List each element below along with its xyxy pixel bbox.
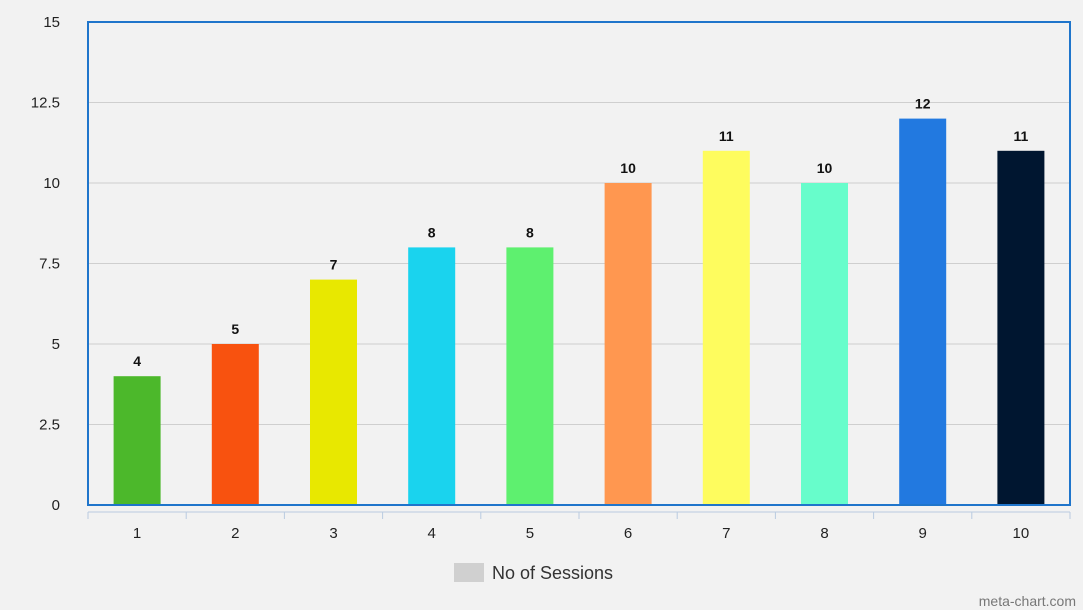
bar-9[interactable] [899,118,947,505]
legend[interactable]: No of Sessions [454,563,613,583]
data-label: 12 [915,96,931,112]
plot-border [87,21,1071,506]
y-tick-label: 10 [43,175,60,192]
bar-3[interactable] [310,279,357,505]
bar-4[interactable] [408,247,456,505]
y-axis: 0 2.5 5 7.5 10 12.5 15 [31,14,60,514]
x-tick-label: 9 [919,525,927,542]
y-tick-label: 15 [43,14,60,31]
data-label: 4 [133,353,141,369]
bar-2[interactable] [211,344,259,505]
data-label: 11 [1013,128,1028,144]
data-label: 7 [330,257,338,273]
bar-6[interactable] [604,183,652,505]
x-tick-label: 8 [820,525,828,542]
x-tick-label: 7 [722,525,730,542]
data-label: 5 [231,321,239,337]
x-tick-label: 1 [133,525,141,542]
bar-10[interactable] [997,150,1045,506]
bar-8[interactable] [801,183,848,505]
y-tick-label: 2.5 [39,417,60,434]
bar-7[interactable] [702,150,750,506]
bars [113,118,1045,506]
data-label: 10 [817,160,833,176]
y-tick-label: 12.5 [31,95,60,112]
data-label: 8 [428,224,436,240]
y-tick-label: 5 [52,336,60,353]
y-tick-label: 7.5 [39,256,60,273]
data-label: 10 [620,160,636,176]
x-axis: 1 2 3 4 5 6 7 8 9 10 [87,511,1071,542]
legend-label: No of Sessions [492,563,613,583]
bar-1[interactable] [113,376,161,505]
data-label: 11 [719,128,734,144]
bar-5[interactable] [506,247,554,505]
data-label: 8 [526,224,534,240]
y-tick-label: 0 [52,497,60,514]
watermark-text: meta-chart.com [979,593,1076,609]
x-tick-label: 5 [526,525,534,542]
x-tick-label: 6 [624,525,632,542]
x-tick-label: 10 [1013,525,1030,542]
x-tick-label: 4 [428,525,436,542]
x-tick-label: 3 [329,525,337,542]
x-tick-label: 2 [231,525,239,542]
legend-swatch [454,563,484,582]
data-labels: 4 5 7 8 8 10 11 10 12 11 [133,96,1028,370]
